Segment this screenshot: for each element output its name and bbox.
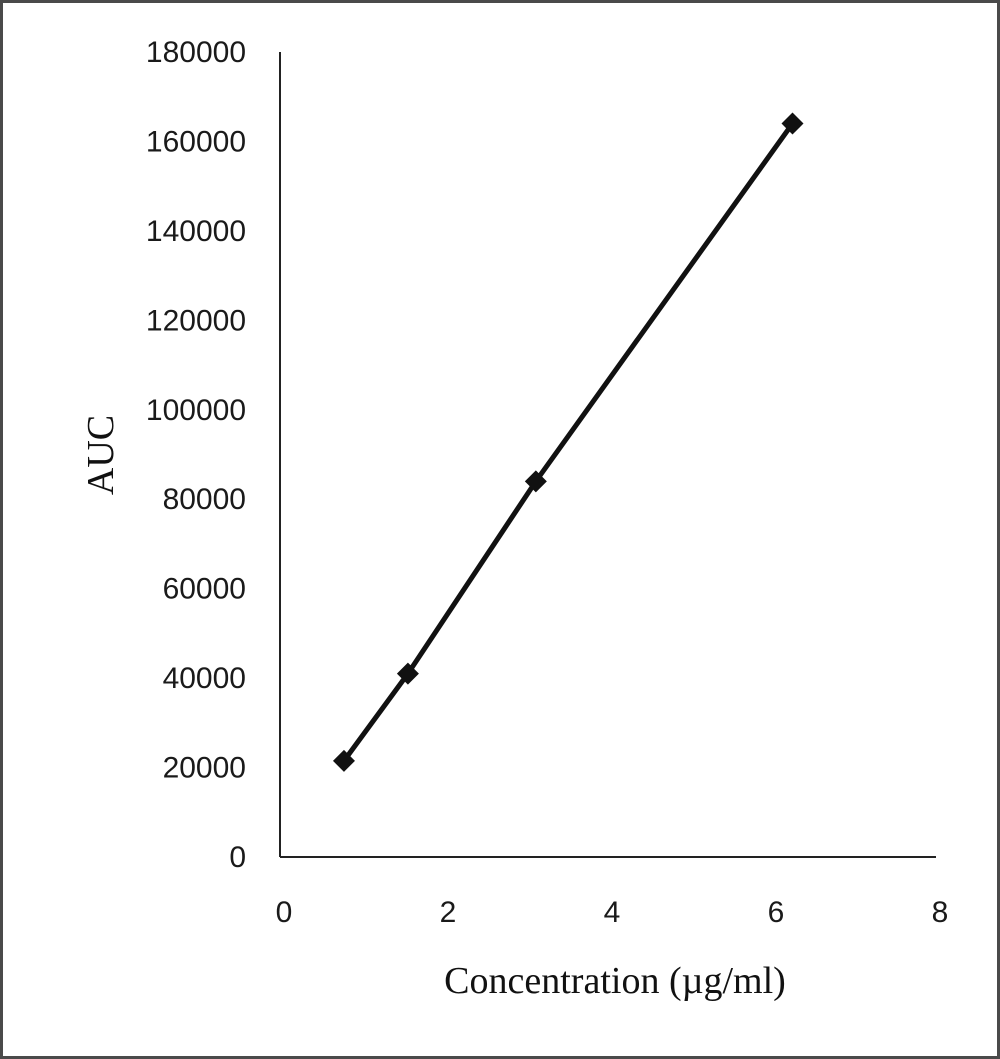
x-tick-label: 6 [768,896,785,929]
x-axis-title: Concentration (µg/ml) [444,960,786,1002]
axes [279,52,936,858]
x-tick-label: 2 [440,896,457,929]
y-tick-label: 20000 [163,752,246,785]
y-tick-label: 180000 [146,36,246,69]
x-tick-label: 4 [604,896,621,929]
y-axis-title: AUC [80,415,122,495]
data-point-marker [396,662,419,685]
data-point-marker [332,749,355,772]
y-tick-label: 160000 [146,125,246,158]
y-tick-label: 80000 [163,483,246,516]
y-tick-label: 0 [229,841,246,874]
y-tick-label: 140000 [146,215,246,248]
y-tick-label: 100000 [146,394,246,427]
y-tick-label: 40000 [163,662,246,695]
x-tick-label: 8 [932,896,949,929]
y-tick-label: 120000 [146,304,246,337]
data-series [332,112,804,772]
series-line [341,121,795,764]
y-tick-labels: 0 20000 40000 60000 80000 100000 120000 140000 1… [146,36,246,874]
data-point-marker [781,112,804,135]
x-tick-labels: 0 2 4 6 8 [276,896,949,929]
data-point-marker [524,470,547,493]
y-tick-label: 60000 [163,573,246,606]
x-tick-label: 0 [276,896,293,929]
